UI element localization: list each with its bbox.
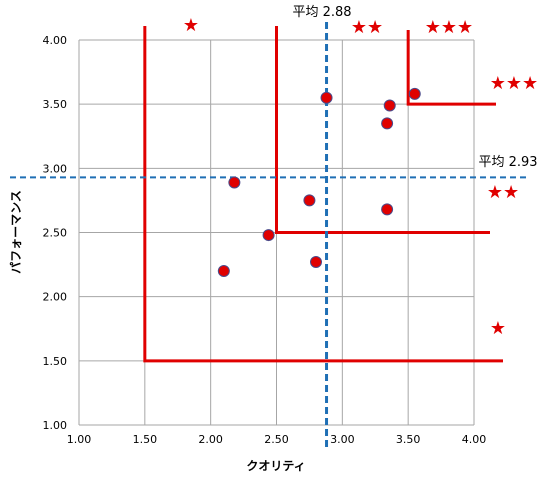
mean-y-label: 平均 2.93 [478,155,537,170]
y-tick-label: 2.00 [43,291,68,304]
y-tick-label: 3.00 [43,162,68,175]
rating-label-1-top: ★ [183,15,199,36]
x-tick-label: 4.00 [462,433,487,446]
data-points [217,87,421,277]
rating-label-1-right: ★ [490,318,506,339]
threshold-line [275,26,490,234]
data-point [383,99,396,112]
y-tick-label: 1.50 [43,355,68,368]
x-tick-labels: 1.00 1.50 2.00 2.50 3.00 3.50 4.00 [67,433,487,446]
x-tick-label: 2.00 [198,433,223,446]
data-point [381,203,394,216]
data-point [303,194,316,207]
threshold-line [406,30,496,106]
y-axis-title: パフォーマンス [9,190,23,274]
rating-label-2-right: ★★ [487,182,519,203]
x-tick-label: 1.50 [133,433,158,446]
data-point [320,91,333,104]
x-axis-title: クオリティ [246,459,305,473]
y-tick-label: 1.00 [43,419,68,432]
x-tick-label: 1.00 [67,433,92,446]
data-point [217,265,230,277]
data-point [262,229,275,242]
rating-label-2-top: ★★ [351,17,383,38]
threshold-lines [143,26,503,363]
rating-label-3-top: ★★★ [425,17,473,38]
y-tick-label: 2.50 [43,227,68,240]
threshold-line [143,26,503,363]
rating-label-3-right: ★★★ [490,73,538,94]
data-point [310,256,322,269]
x-tick-label: 2.50 [264,433,289,446]
chart-labels: クオリティ パフォーマンス 平均 2.88 平均 2.93 ★ ★★ ★★★ ★… [9,5,538,473]
y-tick-label: 4.00 [43,34,68,47]
y-tick-label: 3.50 [43,98,68,111]
x-tick-label: 3.00 [330,433,355,446]
data-point [381,117,394,130]
mean-x-label: 平均 2.88 [292,5,351,20]
data-point [228,176,241,189]
y-tick-labels: 1.00 1.50 2.00 2.50 3.00 3.50 4.00 [43,34,68,432]
x-tick-label: 3.50 [396,433,421,446]
data-point [408,87,421,100]
